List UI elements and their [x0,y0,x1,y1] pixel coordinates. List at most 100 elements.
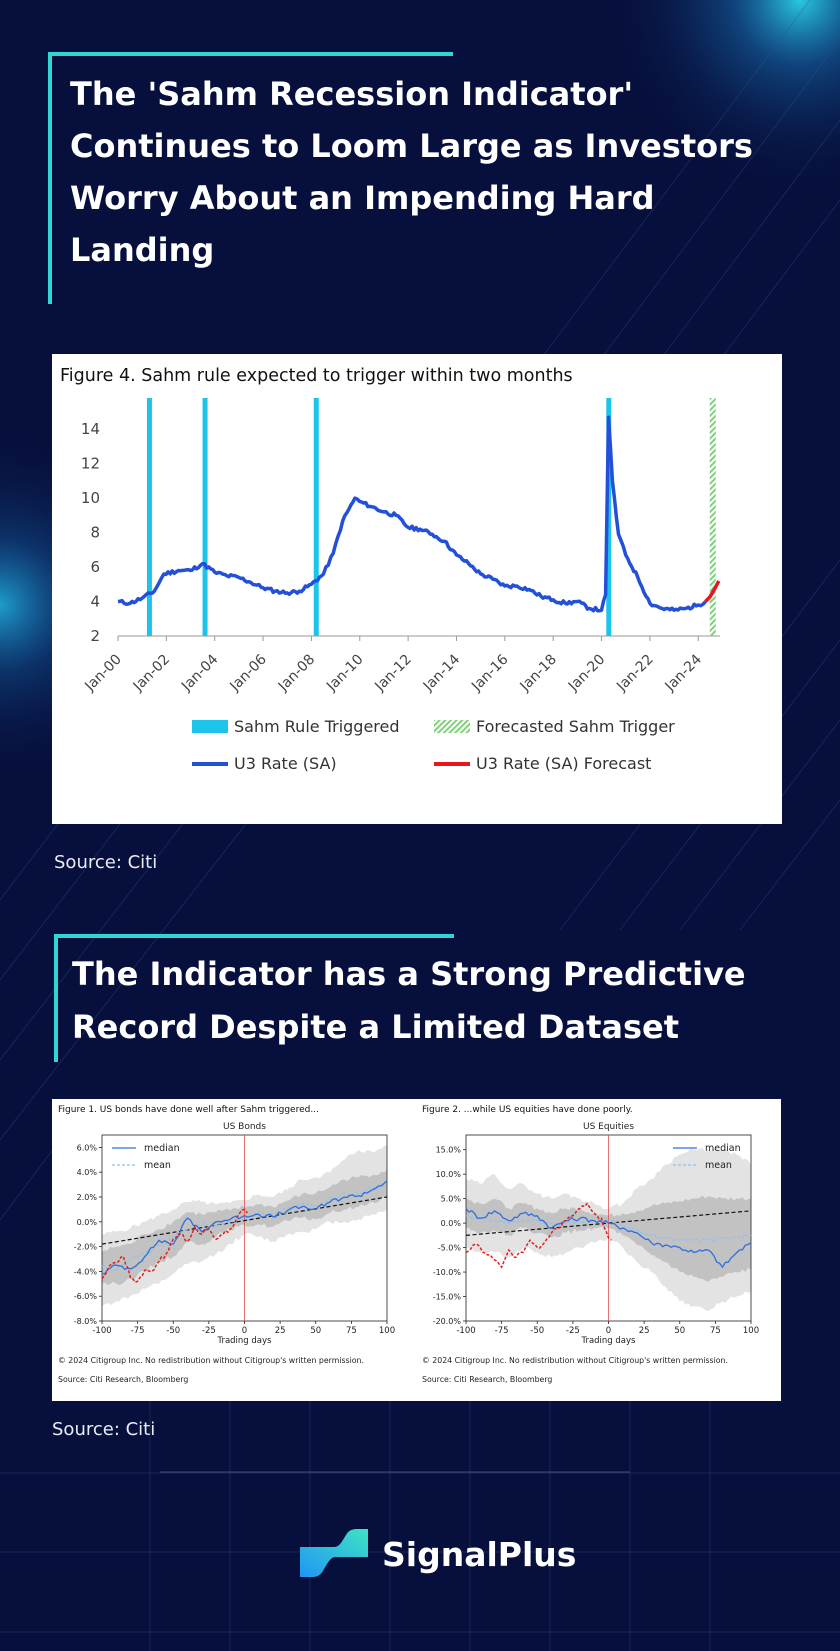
mean-line [465,1214,752,1243]
x-axis-label: Trading days [217,1336,273,1346]
y-tick-label: -4.0% [74,1267,98,1276]
y-tick-label: -15.0% [433,1293,462,1302]
x-tick-label: Jan-22 [613,652,656,695]
x-tick-label: 75 [346,1326,357,1336]
x-axis-label: Trading days [581,1336,637,1346]
y-tick-label: -20.0% [433,1317,462,1326]
sahm-chart-panel: Figure 4. Sahm rule expected to trigger … [52,354,782,824]
legend-label: U3 Rate (SA) [234,754,337,773]
trend-line [101,1196,388,1245]
copyright-footnote: © 2024 Citigroup Inc. No redistribution … [58,1356,364,1365]
median-line [101,1180,388,1275]
x-tick-label: 100 [379,1326,395,1336]
x-tick-label: Jan-06 [226,651,270,695]
x-tick-label: 0 [606,1326,611,1336]
legend-swatch-trigger [192,720,228,733]
median-line [465,1207,752,1269]
sahm-trigger-bar [146,398,152,636]
y-tick-label: 8 [90,524,100,542]
copyright-footnote: © 2024 Citigroup Inc. No redistribution … [422,1356,728,1365]
x-tick-label: -50 [530,1326,544,1336]
x-tick-label: 50 [310,1326,321,1336]
current-cycle-line [465,1202,612,1269]
legend-label: Sahm Rule Triggered [234,717,400,736]
figure-source: Source: Citi Research, Bloomberg [58,1375,188,1384]
y-tick-label: -5.0% [438,1244,462,1253]
x-tick-label: Jan-02 [130,652,173,695]
x-tick-label: Jan-12 [371,652,414,695]
legend-swatch-forecast-trigger [434,720,470,733]
x-tick-label: -100 [456,1326,475,1336]
x-tick-label: -50 [166,1326,180,1336]
heading2-accent-left [54,934,58,1062]
x-tick-label: Jan-00 [81,652,124,695]
x-tick-label: Jan-10 [323,652,366,695]
source-label-2: Source: Citi [52,1419,156,1440]
x-tick-label: Jan-18 [517,652,560,695]
legend-label: mean [144,1160,171,1171]
legend-label: median [144,1143,180,1154]
mean-line [101,1184,388,1272]
heading1-line: The 'Sahm Recession Indicator' [70,75,634,113]
x-tick-label: 100 [743,1326,759,1336]
x-tick-label: Jan-14 [420,651,464,695]
y-tick-label: 10.0% [436,1170,462,1179]
x-tick-label: 75 [710,1326,721,1336]
y-tick-label: 14 [81,420,100,438]
source-label-1: Source: Citi [54,852,158,873]
heading1-accent-top [48,52,453,56]
x-tick-label: -25 [566,1326,580,1336]
y-tick-label: 10 [81,489,100,507]
heading1-line: Continues to Loom Large as Investors [70,127,753,165]
forecast-trigger-bar [709,398,716,636]
chart-title: Figure 4. Sahm rule expected to trigger … [60,366,573,386]
y-tick-label: 5.0% [441,1195,462,1204]
figure-subtitle: US Equities [583,1122,634,1132]
heading2: The Indicator has a Strong Predictive Re… [72,948,746,1054]
citi-figures-panel: Figure 1. US bonds have done well after … [52,1099,781,1401]
heading2-accent-top [54,934,454,938]
x-tick-label: Jan-24 [662,651,706,695]
y-tick-label: 6 [90,558,100,576]
y-tick-label: -10.0% [433,1268,462,1277]
y-tick-label: -6.0% [74,1292,98,1301]
u3-rate-line [117,415,707,613]
legend-label: mean [705,1160,732,1171]
y-tick-label: -2.0% [74,1243,98,1252]
x-tick-label: Jan-16 [468,651,512,695]
legend-label: median [705,1143,741,1154]
figure-title: Figure 2. ...while US equities have done… [422,1105,633,1115]
x-tick-label: 50 [674,1326,685,1336]
figure-subtitle: US Bonds [223,1122,266,1132]
legend-label: Forecasted Sahm Trigger [476,717,675,736]
x-tick-label: -75 [495,1326,509,1336]
x-tick-label: -25 [202,1326,216,1336]
heading1: The 'Sahm Recession Indicator' Continues… [70,68,753,276]
u3-forecast-line [704,580,721,603]
x-tick-label: 25 [639,1326,650,1336]
x-tick-label: -75 [131,1326,145,1336]
heading1-accent-left [48,52,52,304]
y-tick-label: 12 [81,455,100,473]
sahm-trigger-bar [606,398,612,636]
y-tick-label: 6.0% [77,1143,98,1152]
brand-name: SignalPlus [382,1535,577,1574]
sahm-chart: Figure 4. Sahm rule expected to trigger … [60,366,721,773]
signalplus-logo-icon [300,1529,368,1577]
us-bonds-chart: Figure 1. US bonds have done well after … [58,1105,395,1384]
y-tick-label: 4 [90,593,100,611]
y-tick-label: 0.0% [441,1219,462,1228]
legend-label: U3 Rate (SA) Forecast [476,754,651,773]
x-tick-label: Jan-08 [275,652,318,695]
x-tick-label: 25 [275,1326,286,1336]
x-tick-label: 0 [242,1326,247,1336]
sahm-trigger-bar [313,398,319,636]
x-tick-label: -100 [92,1326,111,1336]
y-tick-label: 2 [90,627,100,645]
x-tick-label: Jan-04 [178,651,222,695]
heading1-line: Landing [70,231,215,269]
brand-footer: SignalPlus [296,1525,596,1585]
x-tick-label: Jan-20 [565,652,608,695]
inner-range-band [102,1169,387,1286]
